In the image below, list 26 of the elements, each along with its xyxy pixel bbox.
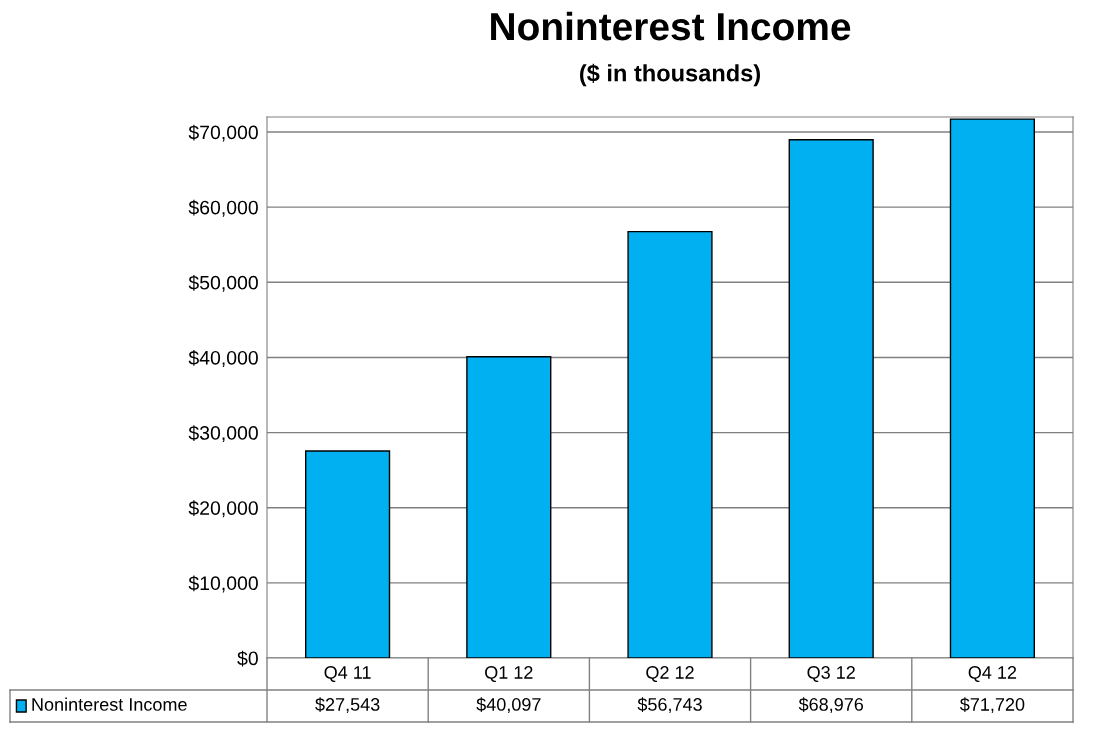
x-tick-label: Q1 12	[485, 666, 533, 683]
y-tick-label: $70,000	[188, 124, 258, 142]
x-tick-label: Q4 11	[324, 666, 371, 683]
bar	[788, 139, 874, 658]
x-tick-label: Q4 12	[968, 666, 1017, 683]
y-tick-label: $40,000	[188, 350, 258, 367]
x-tick-label: Q3 12	[807, 666, 855, 683]
bar	[304, 450, 391, 658]
data-label: $40,097	[476, 697, 541, 713]
chart-title: Noninterest Income	[491, 11, 851, 41]
y-tick-label: $0	[237, 650, 258, 667]
bar	[949, 118, 1036, 658]
data-label: $68,976	[798, 697, 864, 713]
data-label: $71,720	[959, 697, 1025, 713]
data-label: $56,743	[637, 697, 702, 713]
bar	[627, 230, 713, 658]
y-tick-label: $10,000	[188, 575, 258, 593]
x-tick-label: Q2 12	[646, 666, 694, 683]
legend-label: Noninterest Income	[32, 697, 187, 711]
chart-subtitle: ($ in thousands)	[580, 63, 760, 87]
data-label: $27,543	[315, 697, 380, 713]
y-tick-label: $50,000	[188, 274, 258, 292]
y-tick-label: $30,000	[188, 425, 258, 443]
y-tick-label: $20,000	[188, 500, 258, 518]
y-tick-label: $60,000	[188, 199, 258, 217]
bar	[466, 356, 552, 658]
